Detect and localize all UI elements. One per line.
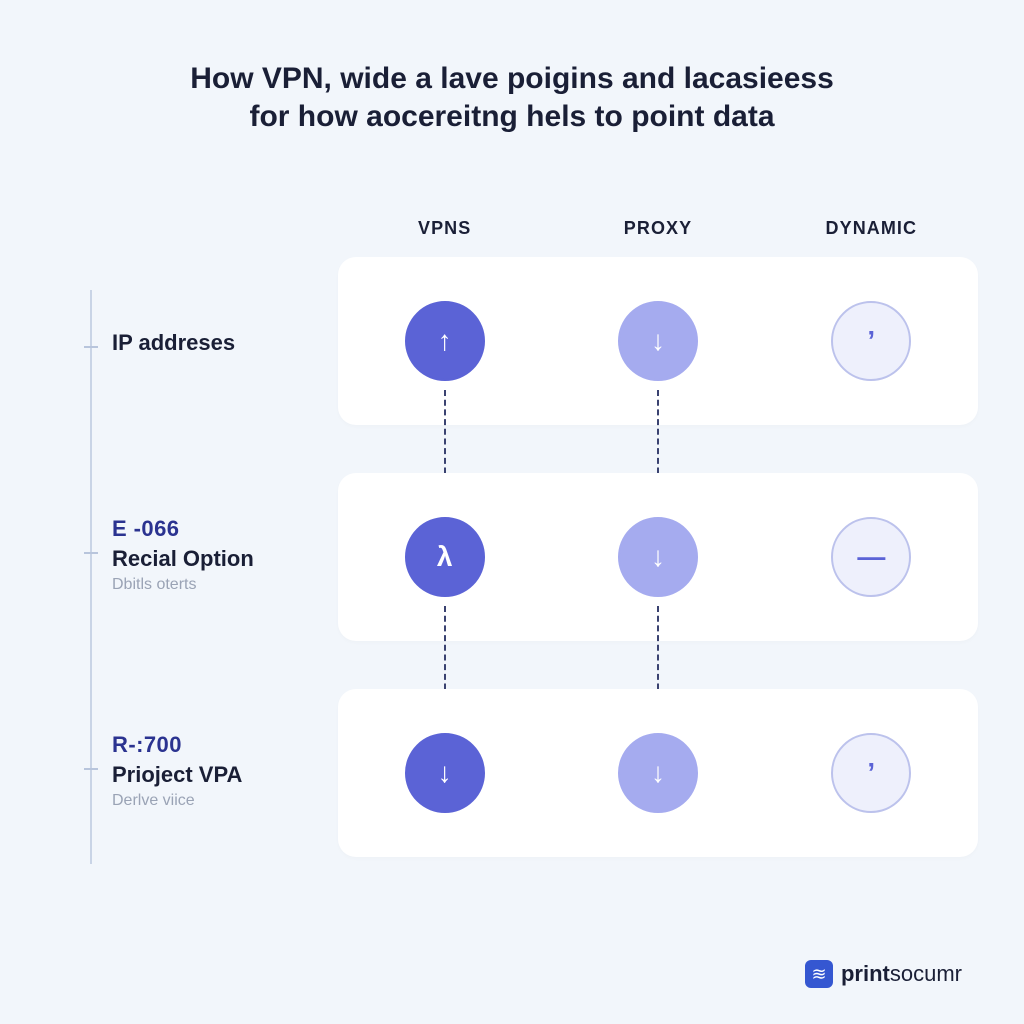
timeline-tick	[84, 768, 98, 770]
row-title: IP addreses	[112, 330, 322, 356]
row-title: Recial Option	[112, 546, 322, 572]
arrow-down-icon: ↓	[651, 541, 665, 573]
arrow-up-icon: ↑	[438, 325, 452, 357]
footer-brand: ≋ printsocumr	[805, 960, 962, 988]
cell-circle: ↑	[405, 301, 485, 381]
timeline-tick	[84, 346, 98, 348]
brand-bold: print	[841, 961, 890, 986]
cell-circle: ’	[831, 733, 911, 813]
row-title: Prioject VPA	[112, 762, 322, 788]
page-title: How VPN, wide a lave poigins and lacasie…	[0, 60, 1024, 135]
col-header-vpns: VPNS	[338, 218, 551, 239]
cell-circle: ↓	[618, 301, 698, 381]
arrow-down-icon: ↓	[651, 325, 665, 357]
cell-circle: ’	[831, 301, 911, 381]
row-sub: Dbitls oterts	[112, 576, 322, 594]
arrow-down-icon: ↓	[651, 757, 665, 789]
cell-circle: ↓	[405, 733, 485, 813]
column-headers: VPNS PROXY DYNAMIC	[338, 218, 978, 239]
glyph-icon: ’	[867, 757, 875, 789]
title-line-1: How VPN, wide a lave poigins and lacasie…	[190, 62, 834, 95]
brand-mark-icon: ≋	[805, 960, 833, 988]
timeline-tick	[84, 552, 98, 554]
brand-rest: socumr	[890, 961, 962, 986]
comparison-grid: VPNS PROXY DYNAMIC ↑ ↓ ’ λ ↓ —	[338, 218, 978, 905]
brand-wordmark: printsocumr	[841, 961, 962, 987]
col-header-dynamic: DYNAMIC	[765, 218, 978, 239]
row-label-0: IP addreses	[112, 330, 322, 360]
col-header-proxy: PROXY	[551, 218, 764, 239]
cell-circle: λ	[405, 517, 485, 597]
row-code: R-:700	[112, 732, 322, 758]
cell-circle: ↓	[618, 517, 698, 597]
title-line-2: for how aocereitng hels to point data	[249, 100, 774, 133]
row-code: E -066	[112, 516, 322, 542]
row-card-2: ↓ ↓ ’	[338, 689, 978, 857]
cell-circle: —	[831, 517, 911, 597]
infographic-canvas: How VPN, wide a lave poigins and lacasie…	[0, 0, 1024, 1024]
glyph-icon: ’	[867, 325, 875, 357]
glyph-icon: λ	[437, 541, 453, 573]
arrow-down-icon: ↓	[438, 757, 452, 789]
row-sub: Derlve viice	[112, 792, 322, 810]
row-label-2: R-:700 Prioject VPA Derlve viice	[112, 732, 322, 810]
timeline-line	[90, 290, 92, 864]
row-label-1: E -066 Recial Option Dbitls oterts	[112, 516, 322, 594]
cell-circle: ↓	[618, 733, 698, 813]
wave-icon: ≋	[811, 964, 826, 985]
dash-icon: —	[857, 541, 885, 573]
